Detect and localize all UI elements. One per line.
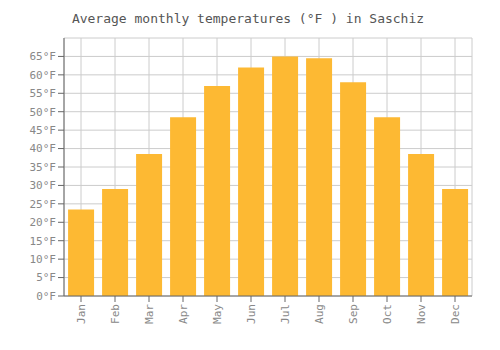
svg-text:30°F: 30°F	[30, 179, 57, 192]
svg-text:5°F: 5°F	[36, 271, 56, 284]
svg-text:Apr: Apr	[177, 304, 190, 324]
svg-text:60°F: 60°F	[30, 69, 57, 82]
svg-text:Aug: Aug	[313, 304, 326, 324]
svg-text:Jun: Jun	[245, 304, 258, 324]
svg-text:45°F: 45°F	[30, 124, 57, 137]
svg-text:40°F: 40°F	[30, 142, 57, 155]
svg-text:Oct: Oct	[381, 304, 394, 324]
svg-text:15°F: 15°F	[30, 235, 57, 248]
svg-text:0°F: 0°F	[36, 290, 56, 303]
svg-text:Jan: Jan	[75, 304, 88, 324]
svg-text:Feb: Feb	[109, 304, 122, 324]
html-text:Average monthly temperatures (: Average monthly temperatures (°F ) in Sa…	[71, 11, 425, 26]
svg-text:55°F: 55°F	[30, 87, 57, 100]
svg-text:Nov: Nov	[415, 304, 428, 324]
svg-text:65°F: 65°F	[30, 50, 57, 63]
svg-text:10°F: 10°F	[30, 253, 57, 266]
svg-text:50°F: 50°F	[30, 106, 57, 119]
svg-text:Mar: Mar	[143, 304, 156, 324]
svg-text:Jul: Jul	[279, 304, 292, 324]
svg-text:20°F: 20°F	[30, 216, 57, 229]
svg-text:Sep: Sep	[347, 304, 360, 324]
svg-text:25°F: 25°F	[30, 198, 57, 211]
svg-text:35°F: 35°F	[30, 161, 57, 174]
svg-text:Dec: Dec	[449, 304, 462, 324]
svg-text:May: May	[211, 304, 224, 324]
